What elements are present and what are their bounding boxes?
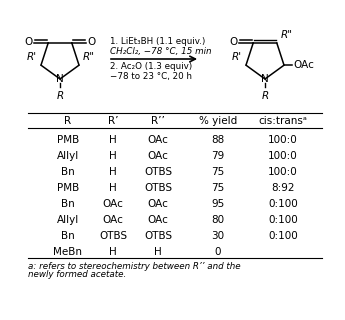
Text: 0:100: 0:100: [268, 215, 298, 225]
Text: R: R: [262, 91, 269, 101]
Text: 80: 80: [211, 215, 225, 225]
Text: 8:92: 8:92: [271, 183, 295, 193]
Text: OTBS: OTBS: [144, 167, 172, 177]
Text: R’: R’: [108, 116, 118, 126]
Text: 1. LiEt₃BH (1.1 equiv.): 1. LiEt₃BH (1.1 equiv.): [110, 37, 205, 46]
Text: 79: 79: [211, 151, 225, 161]
Text: R": R": [281, 30, 293, 40]
Text: a: refers to stereochemistry between R’’ and the: a: refers to stereochemistry between R’’…: [28, 262, 240, 271]
Text: 30: 30: [211, 231, 225, 241]
Text: H: H: [109, 167, 117, 177]
Text: Bn: Bn: [61, 199, 75, 209]
Text: R: R: [65, 116, 71, 126]
Text: Allyl: Allyl: [57, 215, 79, 225]
Text: PMB: PMB: [57, 183, 79, 193]
Text: 95: 95: [211, 199, 225, 209]
Text: H: H: [109, 183, 117, 193]
Text: O: O: [24, 37, 32, 47]
Text: % yield: % yield: [199, 116, 237, 126]
Text: R": R": [83, 52, 95, 62]
Text: N: N: [261, 74, 269, 84]
Text: H: H: [154, 247, 162, 257]
Text: R': R': [232, 52, 242, 62]
Text: Bn: Bn: [61, 231, 75, 241]
Text: cis:transᵃ: cis:transᵃ: [258, 116, 307, 126]
Text: 0: 0: [215, 247, 221, 257]
Text: OAc: OAc: [148, 151, 168, 161]
Text: OAc: OAc: [148, 215, 168, 225]
Text: 0:100: 0:100: [268, 199, 298, 209]
Text: OAc: OAc: [293, 60, 314, 70]
Text: CH₂Cl₂, −78 °C, 15 min: CH₂Cl₂, −78 °C, 15 min: [110, 47, 211, 56]
Text: OTBS: OTBS: [99, 231, 127, 241]
Text: OTBS: OTBS: [144, 183, 172, 193]
Text: OAc: OAc: [148, 135, 168, 145]
Text: R': R': [27, 52, 37, 62]
Text: R’’: R’’: [151, 116, 165, 126]
Text: OAc: OAc: [102, 215, 124, 225]
Text: 100:0: 100:0: [268, 167, 298, 177]
Text: −78 to 23 °C, 20 h: −78 to 23 °C, 20 h: [110, 72, 192, 81]
Text: OAc: OAc: [148, 199, 168, 209]
Text: MeBn: MeBn: [53, 247, 82, 257]
Text: 2. Ac₂O (1.3 equiv): 2. Ac₂O (1.3 equiv): [110, 62, 192, 71]
Text: O: O: [229, 37, 237, 47]
Text: 75: 75: [211, 183, 225, 193]
Text: 88: 88: [211, 135, 225, 145]
Text: 0:100: 0:100: [268, 231, 298, 241]
Text: newly formed acetate.: newly formed acetate.: [28, 270, 126, 279]
Text: OAc: OAc: [102, 199, 124, 209]
Text: H: H: [109, 151, 117, 161]
Text: H: H: [109, 247, 117, 257]
Text: Bn: Bn: [61, 167, 75, 177]
Text: H: H: [109, 135, 117, 145]
Text: 100:0: 100:0: [268, 151, 298, 161]
Text: OTBS: OTBS: [144, 231, 172, 241]
Text: PMB: PMB: [57, 135, 79, 145]
Text: Allyl: Allyl: [57, 151, 79, 161]
Text: 75: 75: [211, 167, 225, 177]
Text: N: N: [56, 74, 64, 84]
Text: 100:0: 100:0: [268, 135, 298, 145]
Text: R: R: [56, 91, 63, 101]
Text: O: O: [88, 37, 96, 47]
